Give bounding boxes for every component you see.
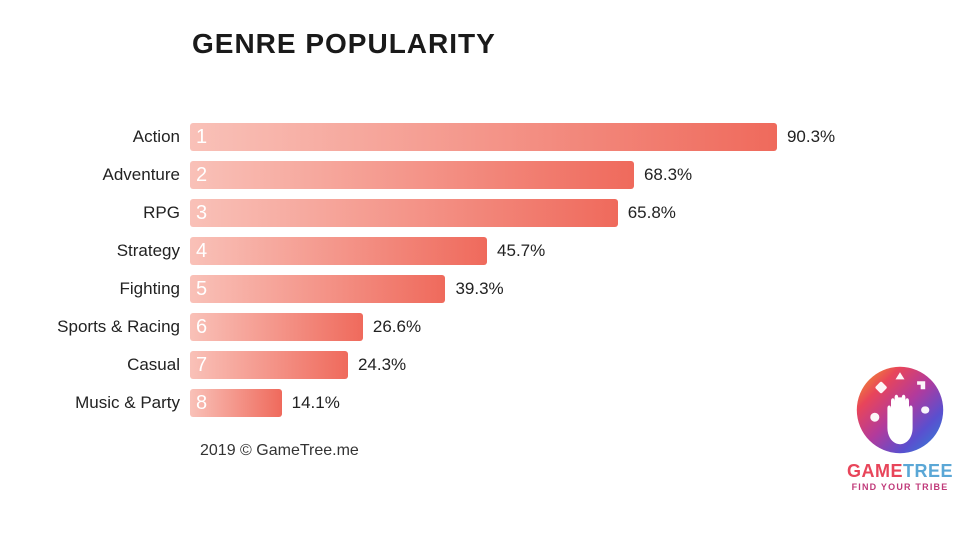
chart-row: Strategy 4 45.7% (0, 234, 980, 268)
footer-credit: 2019 © GameTree.me (200, 442, 359, 460)
chart-row: Casual 7 24.3% (0, 348, 980, 382)
category-label: Sports & Racing (0, 317, 190, 337)
bar: 7 (190, 351, 348, 379)
gametree-logo: GAMETREE FIND YOUR TRIBE (840, 365, 960, 492)
category-label: Action (0, 127, 190, 147)
logo-wordmark: GAMETREE (840, 461, 960, 482)
logo-word-1: GAME (847, 461, 903, 481)
value-label: 26.6% (373, 313, 421, 341)
bar-track: 6 26.6% (190, 313, 840, 341)
logo-circle-icon (855, 365, 945, 455)
rank-number: 5 (196, 275, 207, 303)
bar: 1 (190, 123, 777, 151)
bar-track: 1 90.3% (190, 123, 840, 151)
category-label: Fighting (0, 279, 190, 299)
chart-title: GENRE POPULARITY (192, 28, 496, 60)
value-label: 65.8% (628, 199, 676, 227)
rank-number: 6 (196, 313, 207, 341)
chart-row: Sports & Racing 6 26.6% (0, 310, 980, 344)
rank-number: 2 (196, 161, 207, 189)
bar: 3 (190, 199, 618, 227)
bar: 2 (190, 161, 634, 189)
bar-track: 4 45.7% (190, 237, 840, 265)
rank-number: 8 (196, 389, 207, 417)
rank-number: 7 (196, 351, 207, 379)
bar: 8 (190, 389, 282, 417)
value-label: 45.7% (497, 237, 545, 265)
chart-row: Adventure 2 68.3% (0, 158, 980, 192)
category-label: Music & Party (0, 393, 190, 413)
value-label: 24.3% (358, 351, 406, 379)
bar-track: 7 24.3% (190, 351, 840, 379)
category-label: RPG (0, 203, 190, 223)
bar-track: 8 14.1% (190, 389, 840, 417)
value-label: 90.3% (787, 123, 835, 151)
logo-tagline: FIND YOUR TRIBE (840, 482, 960, 492)
chart-row: Action 1 90.3% (0, 120, 980, 154)
chart-row: RPG 3 65.8% (0, 196, 980, 230)
bar-chart: Action 1 90.3% Adventure 2 68.3% RPG 3 65.8% Stra… (0, 120, 980, 424)
value-label: 68.3% (644, 161, 692, 189)
bar: 5 (190, 275, 445, 303)
value-label: 14.1% (292, 389, 340, 417)
bar: 4 (190, 237, 487, 265)
value-label: 39.3% (455, 275, 503, 303)
bar-track: 2 68.3% (190, 161, 840, 189)
chart-row: Fighting 5 39.3% (0, 272, 980, 306)
category-label: Adventure (0, 165, 190, 185)
bar: 6 (190, 313, 363, 341)
category-label: Casual (0, 355, 190, 375)
rank-number: 3 (196, 199, 207, 227)
logo-word-2: TREE (903, 461, 953, 481)
category-label: Strategy (0, 241, 190, 261)
bar-track: 5 39.3% (190, 275, 840, 303)
rank-number: 4 (196, 237, 207, 265)
bar-track: 3 65.8% (190, 199, 840, 227)
chart-row: Music & Party 8 14.1% (0, 386, 980, 420)
rank-number: 1 (196, 123, 207, 151)
